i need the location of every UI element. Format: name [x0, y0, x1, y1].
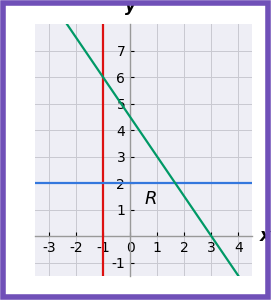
Text: x: x [260, 227, 271, 245]
Text: y: y [125, 0, 136, 15]
Text: R: R [144, 190, 157, 208]
